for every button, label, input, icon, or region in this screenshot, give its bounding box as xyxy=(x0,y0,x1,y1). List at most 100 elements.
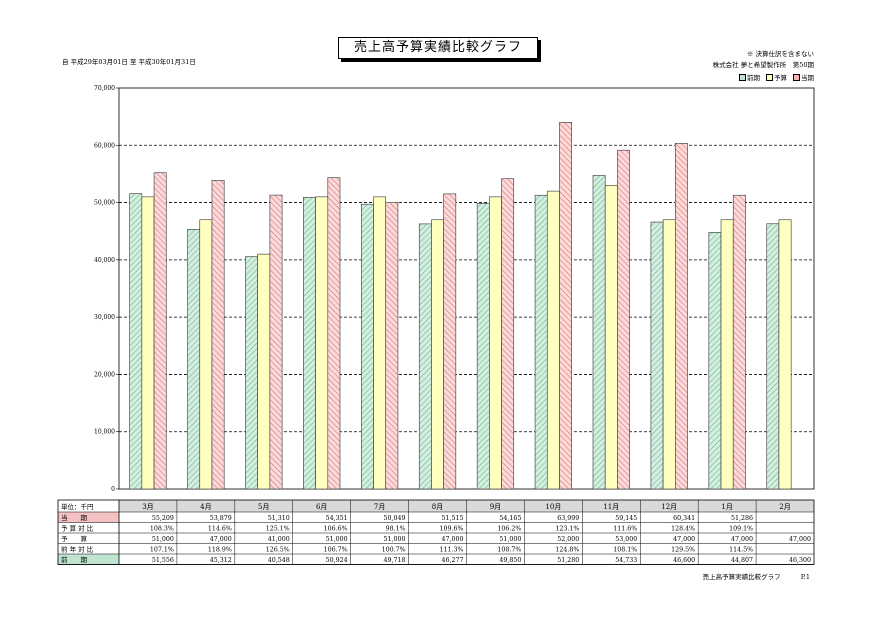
table-cell: 51,000 xyxy=(326,536,348,543)
table-cell: 109.6% xyxy=(439,525,463,532)
table-row-label: 予 算 xyxy=(61,534,88,543)
bar-current xyxy=(559,122,572,490)
bar-budget xyxy=(720,219,734,490)
x-tick-label: 1月 xyxy=(721,503,732,511)
table-row-label: 予 算 対 比 xyxy=(61,523,94,532)
bar-budget xyxy=(778,219,792,490)
table-cell: 51,000 xyxy=(152,536,174,543)
table-cell: 47,000 xyxy=(210,536,232,543)
table-cell: 54,165 xyxy=(499,515,521,522)
bar-current xyxy=(269,194,283,490)
bar-current xyxy=(732,194,746,490)
bar-prev xyxy=(418,223,432,490)
y-tick-label: 30,000 xyxy=(94,314,115,321)
table-cell: 59,145 xyxy=(615,515,637,522)
bar-prev xyxy=(361,203,374,490)
table-cell: 51,000 xyxy=(499,536,521,543)
company-name: 株式会社 夢と希望製作所 第50期 xyxy=(712,61,814,69)
table-cell: 109.1% xyxy=(729,525,753,532)
page-title: 売上高予算実績比較グラフ xyxy=(338,37,538,59)
table-cell: 52,000 xyxy=(557,536,579,543)
x-tick-label: 3月 xyxy=(142,503,153,511)
bar-current xyxy=(327,177,341,490)
bar-prev xyxy=(303,196,316,490)
x-tick-label: 10月 xyxy=(545,503,561,511)
table-cell: 41,000 xyxy=(268,536,290,543)
data-table: 単位：千円 3月 4月 5月 6月 7月 8月 9月 10月 11月 12月 1月 2月当 期 55,20… xyxy=(57,499,815,565)
table-cell: 125.1% xyxy=(266,525,290,532)
table-cell: 47,000 xyxy=(731,536,753,543)
legend-label-current: 当期 xyxy=(801,74,814,82)
bar-current xyxy=(443,193,457,490)
table-cell: 51,280 xyxy=(557,557,579,564)
table-unit-label: 単位：千円 xyxy=(61,502,94,511)
y-tick-label: 70,000 xyxy=(94,85,115,92)
bar-current xyxy=(153,172,167,490)
legend-swatch-prev xyxy=(739,73,746,81)
table-cell: 55,209 xyxy=(152,515,174,522)
footer-page: P.1 xyxy=(800,573,810,581)
bar-current xyxy=(617,149,630,490)
table-row-label: 前 期 xyxy=(61,555,88,564)
bar-budget xyxy=(489,196,502,490)
report-period: 自 平成29年03月01日 至 平成30年01月31日 xyxy=(62,58,196,66)
bar-budget xyxy=(431,219,444,490)
table-cell: 63,999 xyxy=(557,515,579,522)
table-cell: 44,807 xyxy=(731,557,753,564)
table-cell: 111.6% xyxy=(613,525,637,532)
table-cell: 60,341 xyxy=(673,515,695,522)
table-cell: 114.5% xyxy=(729,546,753,553)
bar-budget xyxy=(315,196,329,490)
table-row-label: 当 期 xyxy=(61,513,88,522)
x-tick-label: 8月 xyxy=(432,503,443,511)
y-tick-label: 60,000 xyxy=(94,142,115,149)
table-cell: 114.6% xyxy=(208,525,232,532)
x-tick-label: 5月 xyxy=(258,503,269,511)
bar-budget xyxy=(373,196,387,490)
footer-label: 売上高予算実績比較グラフ xyxy=(702,573,781,581)
table-cell: 40,548 xyxy=(268,557,290,564)
bar-current xyxy=(675,143,688,490)
table-cell: 108.7% xyxy=(497,546,521,553)
x-tick-label: 9月 xyxy=(490,503,501,511)
bar-prev xyxy=(245,256,258,490)
table-cell: 118.9% xyxy=(208,546,232,553)
bar-current xyxy=(385,201,399,490)
bar-budget xyxy=(141,196,155,490)
x-tick-label: 4月 xyxy=(200,503,211,511)
table-row-label-bg xyxy=(58,543,119,554)
plot-frame xyxy=(118,87,815,490)
y-tick-label: 0 xyxy=(111,486,115,493)
table-cell: 47,000 xyxy=(441,536,463,543)
table-cell: 108.1% xyxy=(613,546,637,553)
legend-item-budget: 予算 xyxy=(766,72,787,82)
legend-label-prev: 前期 xyxy=(747,74,760,82)
bar-prev xyxy=(534,194,548,490)
bar-prev xyxy=(187,229,201,490)
bar-budget xyxy=(199,219,213,490)
bar-budget xyxy=(257,253,271,490)
y-tick-label: 20,000 xyxy=(94,371,115,378)
table-cell: 53,000 xyxy=(615,536,637,543)
table-cell: 100.7% xyxy=(382,546,406,553)
x-tick-label: 11月 xyxy=(603,503,619,511)
table-cell: 47,000 xyxy=(673,536,695,543)
legend-swatch-current xyxy=(793,73,800,81)
table-cell: 46,600 xyxy=(673,557,695,564)
table-cell: 128.4% xyxy=(671,525,695,532)
table-cell: 123.1% xyxy=(555,525,579,532)
table-row-label-bg xyxy=(58,512,119,523)
table-cell: 53,879 xyxy=(210,515,232,522)
bar-budget xyxy=(662,219,676,490)
legend-swatch-budget xyxy=(766,73,773,81)
legend-label-budget: 予算 xyxy=(774,74,787,82)
table-cell: 51,286 xyxy=(731,515,753,522)
x-tick-label: 6月 xyxy=(316,503,327,511)
x-tick-label: 2月 xyxy=(779,503,790,511)
y-tick-label: 50,000 xyxy=(94,200,115,207)
table-row-label-bg xyxy=(58,554,119,565)
table-cell: 54,351 xyxy=(326,515,348,522)
table-cell: 106.7% xyxy=(324,546,348,553)
bar-budget xyxy=(546,190,560,490)
